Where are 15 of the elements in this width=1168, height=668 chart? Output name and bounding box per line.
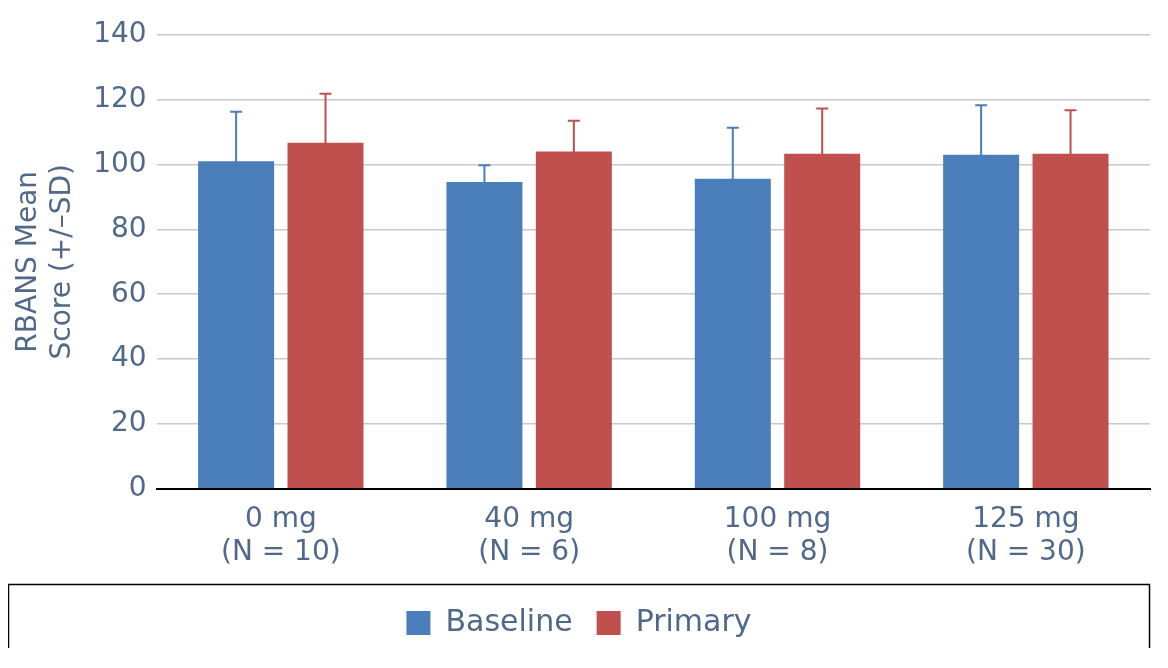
x-tick-label: 40 mg (N = 6): [478, 500, 581, 568]
y-tick-label: 140: [93, 16, 147, 50]
y-tick-label: 80: [111, 210, 147, 244]
y-tick-label: 100: [93, 145, 147, 179]
y-tick-label: 60: [111, 275, 147, 309]
x-tick-label: 125 mg (N = 30): [965, 500, 1086, 568]
y-tick-label: 0: [128, 470, 147, 504]
legend-label: Baseline: [445, 602, 573, 638]
x-tick-label: 0 mg (N = 10): [220, 500, 341, 568]
y-tick-label: 40: [111, 340, 147, 374]
legend-label: Primary: [635, 602, 752, 638]
y-tick-label: 120: [93, 80, 147, 114]
x-tick-label: 100 mg (N = 8): [723, 500, 832, 568]
y-tick-label: 20: [111, 405, 147, 439]
y-axis-title: RBANS Mean Score (+/–SD): [10, 164, 77, 360]
